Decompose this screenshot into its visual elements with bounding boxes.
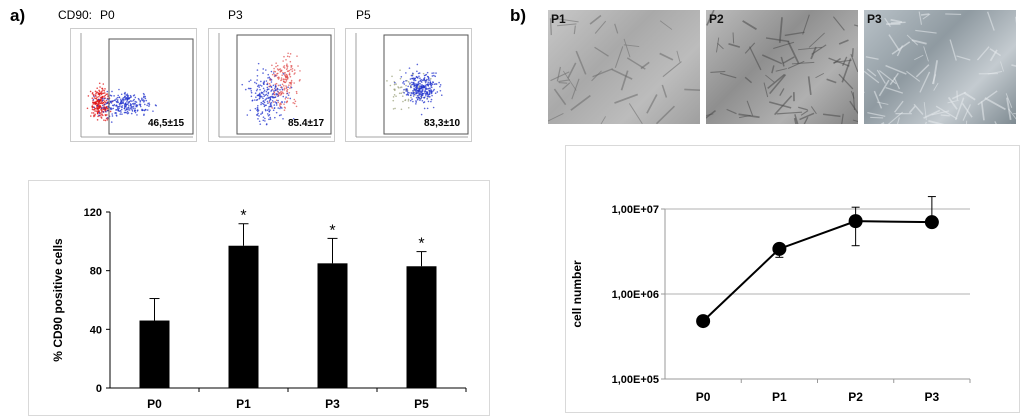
- flow-plot-p5: [345, 28, 472, 142]
- bar-x-label-P1: P1: [236, 397, 251, 411]
- line-y-tick-label: 1,00E+06: [612, 289, 659, 301]
- photo-p1: [548, 10, 700, 124]
- bar-P0: [139, 320, 170, 388]
- line-y-tick-label: 1,00E+05: [612, 374, 659, 386]
- bar-significance-P3: *: [329, 222, 335, 239]
- bar-y-tick-label: 40: [90, 324, 102, 336]
- flow-scatter-p0: [80, 33, 194, 138]
- line-y-axis-label: cell number: [570, 260, 584, 328]
- flow-plot-p0: [70, 28, 197, 142]
- cell-number-line-chart: 1,00E+05 1,00E+06 1,00E+07 cell number P0 P1 P…: [565, 145, 1020, 413]
- line-series: [702, 220, 932, 322]
- line-x-label-P1: P1: [772, 390, 787, 404]
- bar-x-label-P5: P5: [414, 397, 429, 411]
- photo-p3: [864, 10, 1016, 124]
- photo-label-p3: P3: [867, 12, 882, 26]
- panel-label-a: a): [10, 6, 26, 25]
- bar-significance-P1: *: [240, 208, 246, 225]
- line-y-tick-label: 1,00E+07: [612, 204, 659, 216]
- line-point-P0: [696, 314, 711, 329]
- bar-P3: [317, 263, 348, 388]
- bar-y-tick-label: 120: [84, 207, 102, 219]
- flow-value-p3: 85.4±17: [288, 118, 325, 129]
- bar-y-axis-label: % CD90 positive cells: [51, 238, 65, 362]
- flow-scatter-p5: [355, 33, 469, 138]
- flow-value-p0: 46,5±15: [148, 118, 185, 129]
- flow-gate: [108, 38, 194, 135]
- flow-value-p5: 83,3±10: [424, 118, 461, 129]
- bar-significance-P5: *: [418, 236, 424, 253]
- flow-plot-p3: [208, 28, 335, 142]
- flow-title-p3: P3: [228, 8, 243, 22]
- bar-y-tick-label: 80: [90, 266, 102, 278]
- photo-p2: [706, 10, 858, 124]
- panel-label-b: b): [510, 6, 527, 25]
- flow-scatter-p3: [218, 33, 332, 138]
- bar-P5: [406, 266, 437, 388]
- photo-texture-p2: [706, 10, 858, 124]
- bar-x-label-P3: P3: [325, 397, 340, 411]
- photo-label-p1: P1: [551, 12, 566, 26]
- line-chart-frame: [565, 145, 1020, 413]
- flow-gate: [383, 34, 469, 135]
- cd90-bar-chart: 0 40 80 120 % CD90 positive cells P0 * P1 * P3 * P5: [28, 180, 490, 416]
- flow-gate: [236, 34, 332, 135]
- bar-y-tick-label: 0: [96, 383, 102, 395]
- photo-texture-p3: [864, 11, 1016, 124]
- line-point-P2: [848, 214, 863, 229]
- bar-x-label-P0: P0: [147, 397, 162, 411]
- photo-label-p2: P2: [709, 12, 724, 26]
- flow-title-p0: P0: [100, 8, 115, 22]
- flow-title-prefix: CD90:: [58, 8, 93, 22]
- flow-title-p5: P5: [356, 8, 371, 22]
- bar-P1: [228, 245, 259, 388]
- line-x-label-P2: P2: [848, 390, 863, 404]
- line-x-label-P0: P0: [696, 390, 711, 404]
- line-x-label-P3: P3: [925, 390, 940, 404]
- line-point-P1: [772, 241, 787, 256]
- photo-texture-p1: [548, 14, 700, 124]
- line-point-P3: [924, 215, 939, 230]
